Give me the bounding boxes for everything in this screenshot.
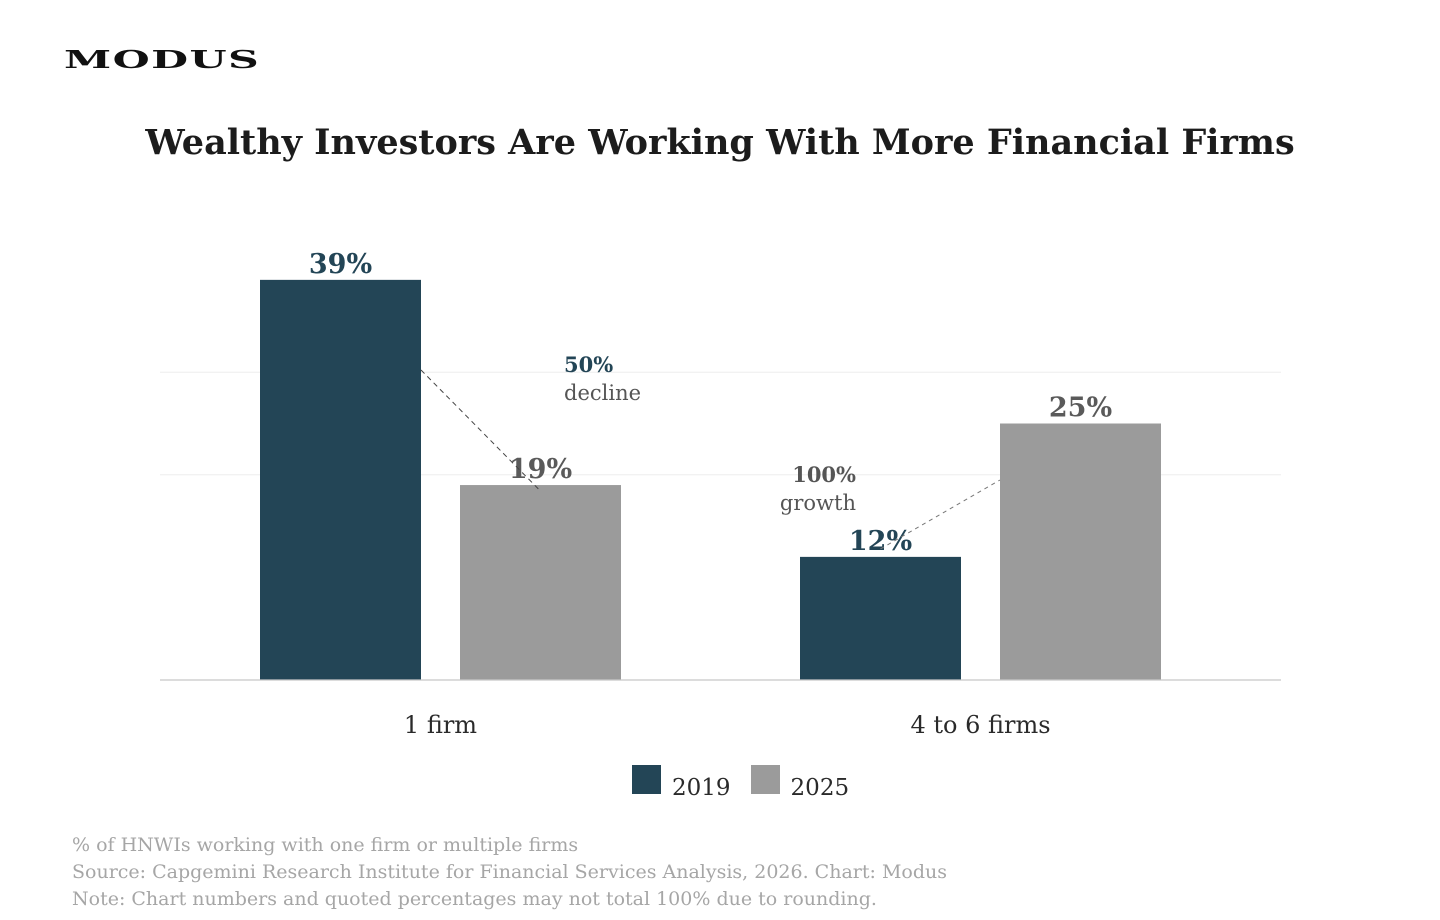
legend: 2019 2025	[632, 764, 869, 801]
footnote-measure: % of HNWIs working with one firm or mult…	[72, 834, 579, 856]
legend-item-2019: 2019	[632, 757, 731, 801]
bar-2019-0	[260, 279, 421, 680]
footnote-source: Source: Capgemini Research Institute for…	[72, 861, 947, 883]
data-label-2019-0: 39%	[309, 249, 372, 280]
bar-2025-0	[460, 485, 621, 680]
annotation-decline-value: 50%	[564, 352, 613, 377]
bar-2025-1	[1000, 423, 1161, 680]
data-label-2019-1: 12%	[849, 526, 912, 557]
footnotes: % of HNWIs working with one firm or mult…	[72, 832, 947, 913]
bar-2019-1	[800, 556, 961, 680]
legend-label-2025: 2025	[790, 775, 850, 801]
annotation-growth-value: 100%	[792, 462, 856, 487]
bar-chart: 39% 19% 1 firm 12% 25% 4 to 6 firms 50% decline…	[160, 249, 1281, 739]
category-label-1: 4 to 6 firms	[910, 711, 1050, 739]
legend-label-2019: 2019	[672, 775, 731, 801]
annotation-growth-caption: growth	[780, 491, 856, 515]
data-label-2025-1: 25%	[1049, 393, 1112, 424]
legend-swatch-2025	[750, 764, 780, 794]
connector-growth	[880, 479, 1001, 550]
category-label-0: 1 firm	[404, 711, 477, 739]
chart-title: Wealthy Investors Are Working With More …	[145, 122, 1295, 163]
legend-swatch-2019	[632, 764, 661, 794]
data-label-2025-0: 19%	[509, 454, 572, 485]
annotation-decline-caption: decline	[564, 381, 641, 405]
connector-decline	[420, 369, 541, 492]
legend-item-2025: 2025	[750, 757, 850, 801]
footnote-note: Note: Chart numbers and quoted percentag…	[72, 888, 877, 910]
modus-logo: MODUS	[64, 46, 261, 75]
